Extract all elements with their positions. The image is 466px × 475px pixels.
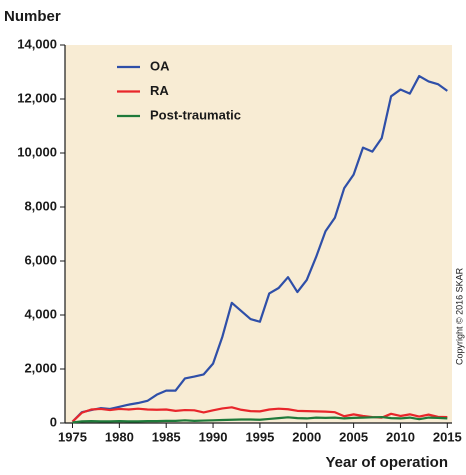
y-tick-label: 0 (50, 414, 57, 429)
line-0 (71, 74, 448, 423)
x-tick-label: 2005 (339, 429, 368, 444)
x-tick-label: 1985 (152, 429, 181, 444)
plot-background (65, 45, 452, 423)
x-tick-label: 2000 (292, 429, 321, 444)
x-tick-label: 1995 (245, 429, 274, 444)
x-tick-label: 1975 (58, 429, 87, 444)
y-tick-label: 10,000 (17, 144, 57, 159)
y-tick-label: 12,000 (17, 90, 57, 105)
x-axis-title: Year of operation (325, 454, 448, 471)
line-2 (72, 415, 448, 424)
legend-label: OA (150, 58, 170, 73)
y-tick-label: 4,000 (24, 306, 57, 321)
x-tick-label: 2010 (386, 429, 415, 444)
x-tick-label: 1990 (199, 429, 228, 444)
copyright: Copyright © 2016 SKAR (454, 267, 464, 365)
y-tick-label: 6,000 (24, 252, 57, 267)
y-axis-title: Number (4, 8, 61, 25)
y-tick-label: 14,000 (17, 36, 57, 51)
legend-label: RA (150, 83, 169, 98)
legend-label: Post-traumatic (150, 107, 241, 122)
y-tick-label: 2,000 (24, 360, 57, 375)
x-tick-label: 2015 (433, 429, 462, 444)
y-tick-label: 8,000 (24, 198, 57, 213)
x-tick-label: 1980 (105, 429, 134, 444)
